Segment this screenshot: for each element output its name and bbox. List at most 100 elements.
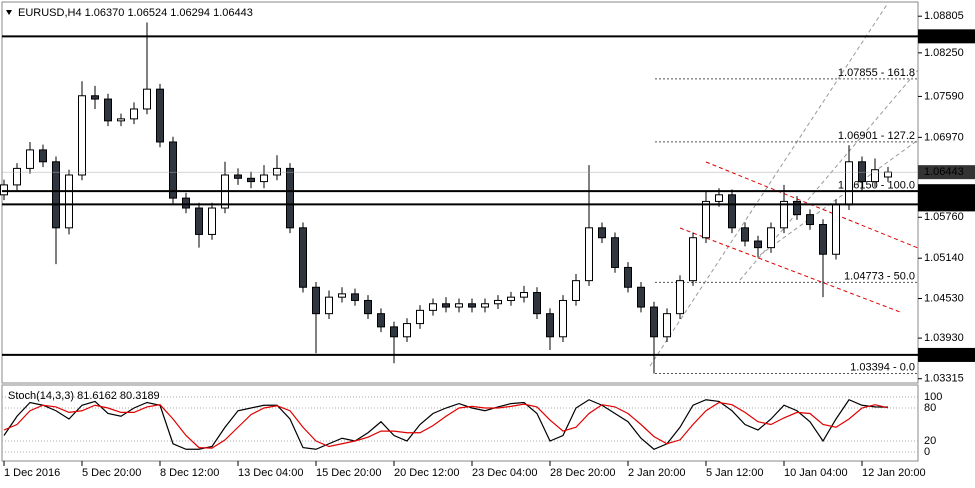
fibo-label: 1.06150 - 100.0 — [838, 179, 915, 191]
x-tick-label: 28 Dec 20:00 — [550, 467, 615, 479]
collapse-arrow[interactable] — [6, 10, 12, 15]
candle-body — [182, 197, 190, 209]
candle-body — [624, 266, 632, 288]
candle-body — [351, 293, 359, 301]
candle-body — [650, 306, 658, 338]
candle-body — [702, 200, 710, 239]
candle-body — [819, 224, 827, 255]
candle-body — [442, 303, 450, 308]
candle-body — [260, 174, 268, 183]
level-box — [918, 347, 975, 362]
x-tick-label: 5 Dec 20:00 — [82, 467, 141, 479]
candle-body — [52, 161, 60, 229]
candle-body — [13, 167, 21, 186]
candle-body — [845, 161, 853, 206]
candle-body — [793, 200, 801, 216]
fibo-label: 1.07855 - 161.8 — [838, 67, 915, 79]
level-box — [918, 184, 975, 199]
x-tick-label: 5 Jan 12:00 — [706, 467, 764, 479]
fibo-label: 1.03394 - 0.0 — [850, 361, 915, 373]
y-tick-label: 20 — [924, 435, 936, 447]
candle-body — [598, 227, 606, 239]
fibo-label: 1.04773 - 50.0 — [844, 270, 915, 282]
candle-body — [338, 293, 346, 298]
candle-body — [832, 204, 840, 255]
candle-body — [65, 174, 73, 229]
candle-body — [663, 313, 671, 338]
candle-body — [299, 227, 307, 288]
stoch-panel — [1, 384, 919, 462]
candle-body — [208, 207, 216, 235]
candle-body — [455, 303, 463, 308]
candle-body — [234, 174, 242, 179]
candle-body — [377, 313, 385, 328]
x-tick-label: 2 Jan 20:00 — [628, 467, 686, 479]
candle-body — [130, 108, 138, 120]
x-tick-label: 23 Dec 04:00 — [472, 467, 537, 479]
x-tick-label: 1 Dec 2016 — [4, 467, 60, 479]
candle-body — [416, 309, 424, 325]
candle-body — [169, 141, 177, 199]
x-tick-label: 15 Dec 20:00 — [316, 467, 381, 479]
stoch-title: Stoch(14,3,3) 81.6162 80.3189 — [8, 390, 160, 402]
current-price-box — [918, 165, 975, 180]
level-box — [918, 197, 975, 212]
candle-body — [715, 194, 723, 202]
candle-body — [78, 95, 86, 176]
candle-body — [390, 326, 398, 338]
y-tick-label: 1.03315 — [924, 373, 964, 385]
candle-body — [403, 323, 411, 338]
y-tick-label: 1.08250 — [924, 47, 964, 59]
candle-body — [728, 194, 736, 229]
candle-body — [156, 88, 164, 143]
x-tick-label: 13 Dec 04:00 — [238, 467, 303, 479]
candle-body — [494, 299, 502, 305]
y-tick-label: 80 — [924, 402, 936, 414]
channel-line — [679, 227, 901, 313]
candle-body — [312, 286, 320, 315]
candle-body — [364, 299, 372, 315]
candle-body — [559, 299, 567, 338]
channel-line — [649, 2, 889, 367]
stoch-line — [3, 401, 889, 449]
candle-body — [104, 98, 112, 122]
y-tick-label: 1.05140 — [924, 252, 964, 264]
candle-body — [520, 292, 528, 298]
candle-body — [871, 169, 879, 183]
candle-body — [117, 118, 125, 122]
candle-body — [273, 167, 281, 176]
stoch-line — [3, 399, 889, 450]
channel-line — [759, 139, 919, 256]
candle-body — [741, 227, 749, 242]
y-tick-label: 100 — [924, 391, 942, 403]
y-tick-label: 0 — [924, 446, 930, 458]
candle-body — [325, 296, 333, 315]
fibo-label: 1.06901 - 127.2 — [838, 130, 915, 142]
y-tick-label: 1.05760 — [924, 211, 964, 223]
candle-body — [585, 227, 593, 282]
candle-body — [26, 149, 34, 169]
y-tick-label: 1.06970 — [924, 131, 964, 143]
chart-title: EURUSD,H4 1.06370 1.06524 1.06294 1.0644… — [18, 7, 253, 19]
candle-body — [0, 184, 8, 196]
candle-body — [247, 177, 255, 183]
candle-body — [858, 161, 866, 183]
candle-body — [507, 296, 515, 301]
candle-body — [676, 280, 684, 315]
candle-body — [572, 280, 580, 301]
candle-body — [39, 149, 47, 163]
candle-body — [195, 207, 203, 235]
x-tick-label: 20 Dec 12:00 — [394, 467, 459, 479]
level-label: 1.03675 — [924, 349, 964, 361]
candle-body — [780, 200, 788, 229]
candle-body — [91, 95, 99, 100]
y-tick-label: 1.07590 — [924, 90, 964, 102]
level-box — [918, 29, 975, 44]
candle-body — [429, 303, 437, 311]
candle-body — [481, 303, 489, 308]
candle-body — [637, 286, 645, 308]
candle-body — [143, 88, 151, 110]
x-tick-label: 8 Dec 12:00 — [160, 467, 219, 479]
